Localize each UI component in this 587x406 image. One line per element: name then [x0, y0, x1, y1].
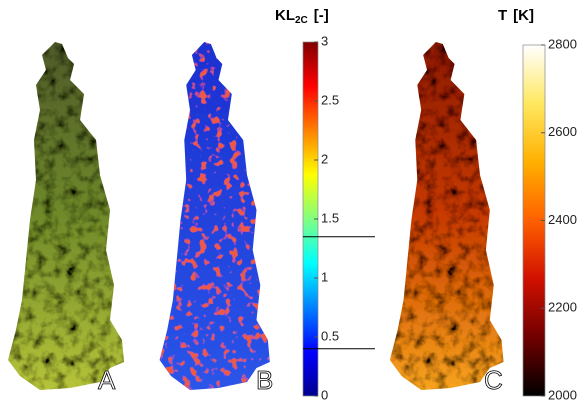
tick-label: 2600	[548, 124, 577, 139]
tick-label: 2200	[548, 300, 577, 315]
tick-label: 2	[321, 151, 328, 166]
title-unit: [-]	[314, 7, 329, 24]
panel-label: B	[256, 365, 273, 395]
tick-label: 0.5	[321, 328, 339, 343]
panel-label: A	[98, 365, 116, 395]
tick-label: 2400	[548, 212, 577, 227]
panel-c-image	[390, 42, 504, 390]
colorbar-title: KL2C [-]	[275, 7, 329, 26]
tick-label: 2.5	[321, 92, 339, 107]
panel-label: C	[484, 365, 503, 395]
tick-label: 0	[321, 387, 328, 402]
title-subscript: 2C	[295, 15, 308, 26]
tick-label: 2800	[548, 36, 577, 51]
colorbar-title: T [K]	[498, 7, 534, 24]
title-unit: [K]	[513, 7, 534, 24]
tick-label: 1	[321, 269, 328, 284]
figure: A B C 0 0.5 1 1.5 2 2.5 3 KL2C [-] 2000 2200 2400 26…	[0, 0, 587, 406]
tick-label: 1.5	[321, 210, 339, 225]
title-text: KL	[275, 7, 295, 24]
panel-b-image	[160, 42, 270, 390]
tick-label: 2000	[548, 387, 577, 402]
panel-a-image	[8, 42, 124, 390]
tick-label: 3	[321, 33, 328, 48]
title-text: T	[498, 7, 507, 24]
